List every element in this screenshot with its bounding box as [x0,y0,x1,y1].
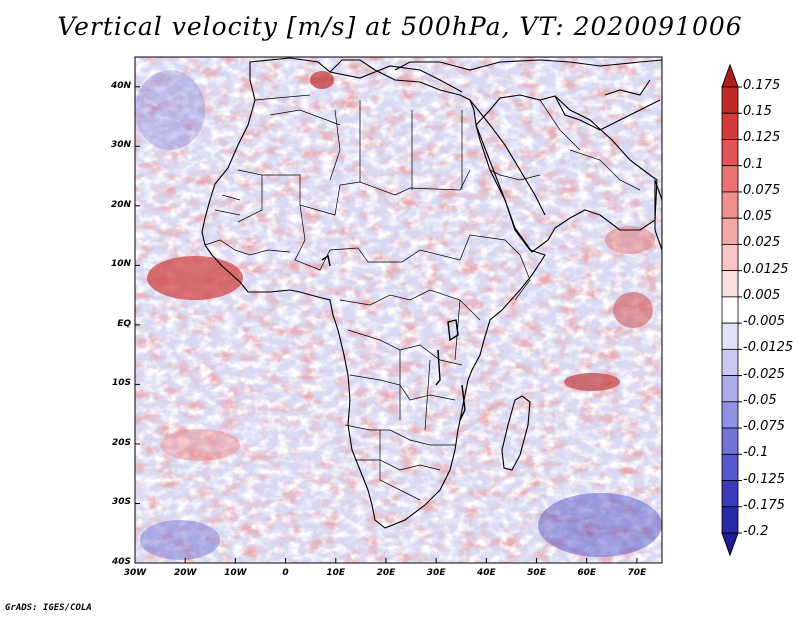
lat-label: 40S [111,557,131,567]
colorbar-box [721,375,739,403]
colorbar-label: -0.1 [743,445,769,461]
colorbar-label: 0.125 [743,130,781,146]
downdraft-north-atlantic [135,70,205,150]
central-asia-border [604,79,651,96]
lat-label: EQ [117,318,131,329]
downdraft-southern-ocean [538,493,662,557]
lakes [321,254,466,421]
strong-updraft-west-africa [147,256,243,300]
colorbar-label: 0.005 [743,287,781,303]
lat-label: 40N [110,80,131,91]
colorbar-box [721,348,739,376]
colorbar-max-triangle [721,63,739,88]
lat-label: 20S [111,437,131,448]
map-frame [134,56,663,564]
colorbar-box [721,112,739,140]
lon-label: 10W [224,568,247,578]
colorbar-label: 0.175 [743,78,781,93]
colorbar-label: 0.1 [743,156,764,172]
colorbar-box [721,139,739,167]
lat-label: 10S [111,378,131,389]
colorbar-label: -0.125 [743,471,785,487]
plot-title: Vertical velocity [m/s] at 500hPa, VT: 2… [57,12,743,41]
colorbar-label: 0.075 [743,182,781,198]
colorbar-label: 0.0125 [743,261,789,277]
lon-label: 10E [326,568,346,578]
colorbar-label: 0.15 [743,104,772,120]
lon-label: 20W [173,568,197,578]
updraft-indian-ocean [564,373,620,391]
colorbar-label: -0.005 [743,314,785,330]
colorbar-label: -0.05 [743,392,777,408]
downdraft-southwest [140,520,220,560]
lake-chad [321,254,331,267]
mediterranean-coast [329,65,463,93]
colorbar-box [721,453,739,481]
colorbar-box [721,270,739,298]
lake-malawi [459,384,466,421]
lon-label: 30W [123,568,147,578]
lon-label: 60E [577,568,597,578]
colorbar-box [721,191,739,219]
colorbar-box [721,322,739,350]
colorbar-box [721,427,739,455]
colorbar-label: -0.075 [743,419,785,435]
colorbar-box [721,480,739,508]
colorbar-label: -0.175 [743,497,785,513]
updraft-algeria [310,71,334,89]
lat-label: 20N [110,199,131,210]
colorbar-box [721,165,739,193]
lon-label: 70E [627,568,647,578]
india-outline [654,179,662,251]
lake-victoria [447,319,459,342]
colorbar-box [721,217,739,245]
colorbar-label: 0.025 [743,235,781,251]
lon-label: 30E [426,568,446,578]
lon-label: 50E [527,568,546,578]
colorbar-min-triangle [721,532,739,557]
colorbar-label: 0.05 [743,209,772,225]
colorbar-box [721,244,739,272]
arabia-outline [475,94,658,253]
updraft-arabian-sea [613,292,653,328]
europe-coast [394,59,662,71]
lat-label: 30N [110,140,131,151]
colorbar-label: -0.0125 [743,340,794,356]
colorbar-box [721,401,739,429]
updraft-east-arabian-sea [605,226,655,254]
footer-credit: GrADS: IGES/COLA [5,603,92,613]
lon-label: 20E [376,568,396,578]
country-borders [204,94,641,501]
lat-label: 30S [111,497,131,508]
colorbar [721,63,742,557]
lon-label: 40E [476,568,496,578]
lat-label: 10N [110,259,131,270]
lake-tanganyika [435,349,441,386]
colorbar-label: -0.025 [743,366,785,382]
coastlines [201,57,662,529]
red-sea-coast [469,99,546,216]
colorbar-box [721,296,739,324]
caspian-iran-coast [554,95,661,131]
colorbar-box [721,506,739,534]
madagascar-outline [501,395,531,471]
colorbar-label: -0.2 [743,524,769,539]
lon-label: 0 [282,568,289,578]
colorbar-box [721,86,739,114]
axis-ticks [134,86,638,564]
updraft-south-atlantic [160,429,240,461]
velocity-field [135,57,662,563]
